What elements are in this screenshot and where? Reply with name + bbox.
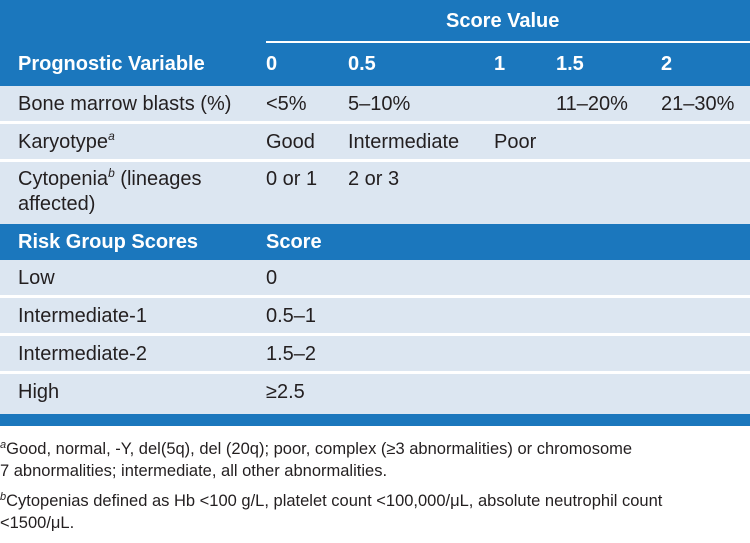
footnote-b: bCytopenias defined as Hb <100 g/L, plat…	[0, 491, 663, 533]
risk-label: Intermediate-2	[18, 343, 147, 365]
row-divider	[0, 159, 750, 162]
row-divider	[0, 295, 750, 298]
row-label: Karyotypea	[18, 129, 115, 153]
table-row: Intermediate-1 0.5–1	[0, 298, 750, 334]
row-value: Poor	[494, 131, 537, 153]
row-value: 11–20%	[556, 93, 628, 115]
table-bottom-bar	[0, 414, 750, 426]
table-header: Score Value Prognostic Variable 0 0.5 1 …	[0, 0, 750, 86]
score-col-2: 2	[661, 53, 673, 75]
row-label: Bone marrow blasts (%)	[18, 93, 232, 115]
row-divider	[0, 371, 750, 374]
row-divider	[0, 121, 750, 124]
score-col-1: 1	[494, 53, 506, 75]
score-col-1-5: 1.5	[556, 53, 584, 75]
row-value: <5%	[266, 93, 307, 115]
table-row: High ≥2.5	[0, 374, 750, 414]
row-value: Intermediate	[348, 131, 460, 153]
risk-group-heading: Risk Group Scores	[18, 231, 199, 253]
row-value: 0 or 1	[266, 168, 318, 190]
risk-score: 0.5–1	[266, 305, 317, 327]
footnote-a: aGood, normal, -Y, del(5q), del (20q); p…	[0, 439, 633, 481]
table-row: Cytopeniab (lineages affected) 0 or 1 2 …	[0, 162, 750, 224]
score-value-heading: Score Value	[446, 10, 560, 32]
table-row: Intermediate-2 1.5–2	[0, 336, 750, 372]
risk-score: 0	[266, 267, 278, 289]
risk-label: High	[18, 381, 60, 403]
risk-group-header: Risk Group Scores Score	[0, 224, 750, 260]
row-value: Good	[266, 131, 315, 153]
prognostic-variable-heading: Prognostic Variable	[18, 53, 205, 75]
table-row: Bone marrow blasts (%) <5% 5–10% 11–20% …	[0, 86, 750, 122]
table-row: Low 0	[0, 260, 750, 296]
table-row: Karyotypea Good Intermediate Poor	[0, 124, 750, 160]
header-rule	[266, 41, 750, 43]
risk-score: 1.5–2	[266, 343, 317, 365]
row-label: Cytopeniab (lineages	[18, 166, 202, 190]
score-col-0-5: 0.5	[348, 53, 376, 75]
row-value: 2 or 3	[348, 168, 400, 190]
row-divider	[0, 333, 750, 336]
risk-score: ≥2.5	[266, 381, 305, 403]
risk-label: Low	[18, 267, 55, 289]
risk-label: Intermediate-1	[18, 305, 147, 327]
row-value: 21–30%	[661, 93, 735, 115]
score-col-0: 0	[266, 53, 278, 75]
row-value: 5–10%	[348, 93, 411, 115]
risk-score-heading: Score	[266, 231, 322, 253]
row-label-continued: affected)	[18, 193, 96, 215]
